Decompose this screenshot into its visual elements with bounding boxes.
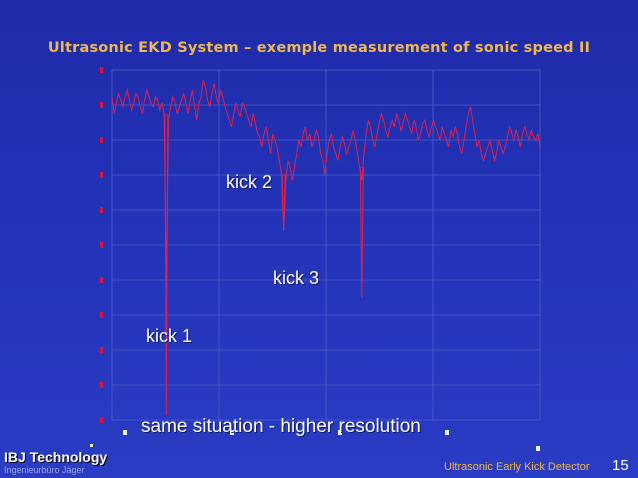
y-tick-mark (100, 312, 103, 318)
x-tick-mark (536, 446, 540, 451)
x-tick-mark (445, 430, 449, 435)
y-tick-mark (100, 277, 103, 283)
x-tick-mark (338, 430, 342, 435)
y-tick-mark (100, 347, 103, 353)
brand-logo-text: IBJ Technology (4, 449, 108, 465)
resolution-caption: same situation - higher resolution (141, 416, 421, 437)
brand-subtitle: Ingenieurbüro Jäger (4, 465, 85, 475)
series-line (111, 79, 541, 282)
y-tick-mark (100, 382, 103, 388)
y-tick-mark (100, 242, 103, 248)
x-tick-mark (230, 430, 234, 435)
x-axis-ticks (90, 430, 540, 451)
chart-grid (111, 69, 541, 421)
y-tick-mark (100, 417, 103, 423)
kick-2-label: kick 2 (226, 172, 273, 192)
kick-1-label: kick 1 (146, 326, 193, 346)
x-tick-mark (123, 430, 127, 435)
x-tick-mark (90, 444, 93, 447)
kick-spikes (164, 113, 364, 416)
y-tick-mark (100, 67, 103, 73)
footer-text: Ultrasonic Early Kick Detector (444, 461, 590, 473)
slide-title: Ultrasonic EKD System – exemple measurem… (47, 40, 591, 56)
y-axis-ticks (100, 67, 103, 423)
y-tick-mark (100, 207, 103, 213)
y-tick-mark (100, 137, 103, 143)
y-tick-mark (100, 102, 103, 108)
page-number: 15 (612, 457, 629, 474)
kick-3-label: kick 3 (273, 268, 320, 288)
y-tick-mark (100, 172, 103, 178)
kick-spike (359, 167, 364, 298)
